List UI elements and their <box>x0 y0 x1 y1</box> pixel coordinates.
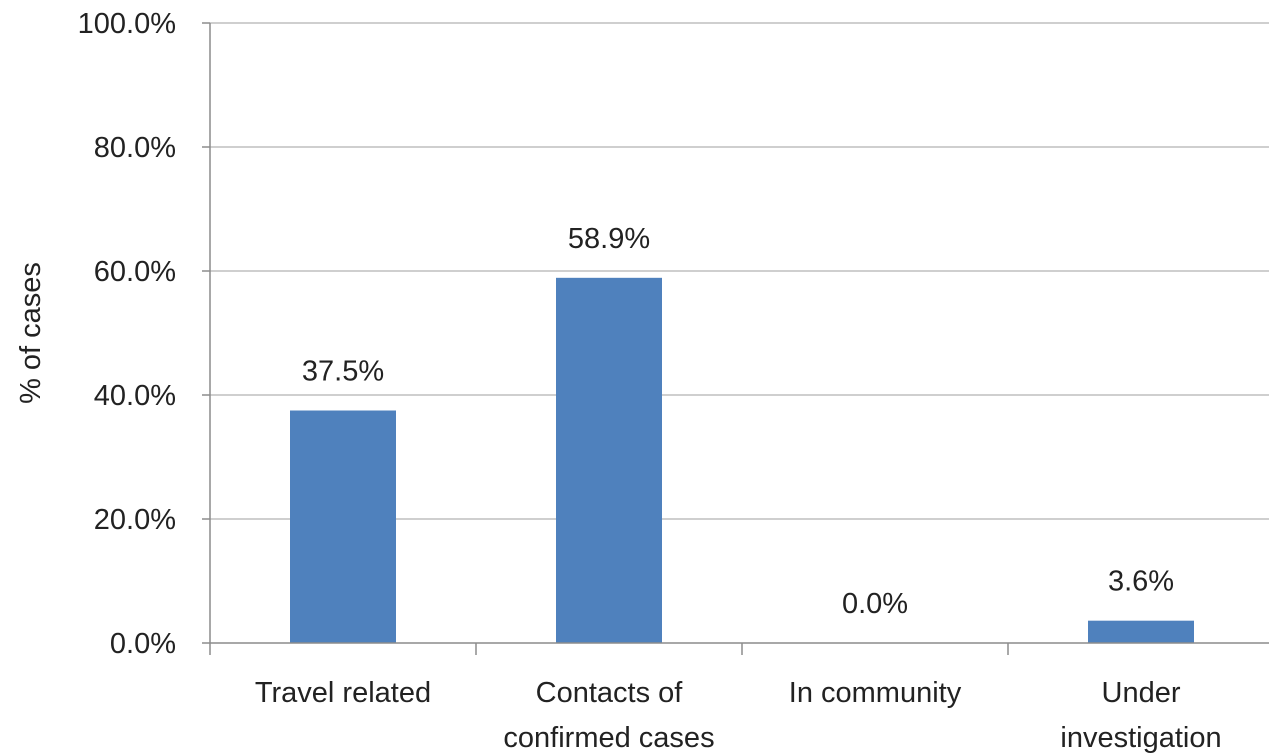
bars <box>290 277 1194 643</box>
y-tick-label: 80.0% <box>94 132 176 164</box>
axes <box>202 22 1269 655</box>
x-tick-label: Travel related <box>255 677 431 709</box>
x-tick-label: confirmed cases <box>503 722 714 754</box>
data-label: 3.6% <box>1108 566 1174 598</box>
data-label: 0.0% <box>842 588 908 620</box>
y-tick-label: 100.0% <box>78 8 176 40</box>
bar <box>556 277 662 643</box>
x-tick-label: Contacts of <box>536 677 684 709</box>
x-tick-label: In community <box>789 677 962 709</box>
data-label: 37.5% <box>302 356 384 388</box>
bar <box>290 410 396 643</box>
y-tick-label: 60.0% <box>94 256 176 288</box>
bar <box>1088 620 1194 643</box>
x-tick-label: investigation <box>1060 722 1221 754</box>
y-tick-label: 40.0% <box>94 380 176 412</box>
labels: 0.0% 20.0% 40.0% 60.0% 80.0% 100.0% 37.5% Trave… <box>78 8 1222 754</box>
data-label: 58.9% <box>568 223 650 255</box>
y-axis-title: % of cases <box>15 262 47 404</box>
y-tick-label: 20.0% <box>94 504 176 536</box>
y-tick-label: 0.0% <box>110 628 176 660</box>
x-tick-label: Under <box>1102 677 1181 709</box>
gridlines <box>210 22 1269 520</box>
